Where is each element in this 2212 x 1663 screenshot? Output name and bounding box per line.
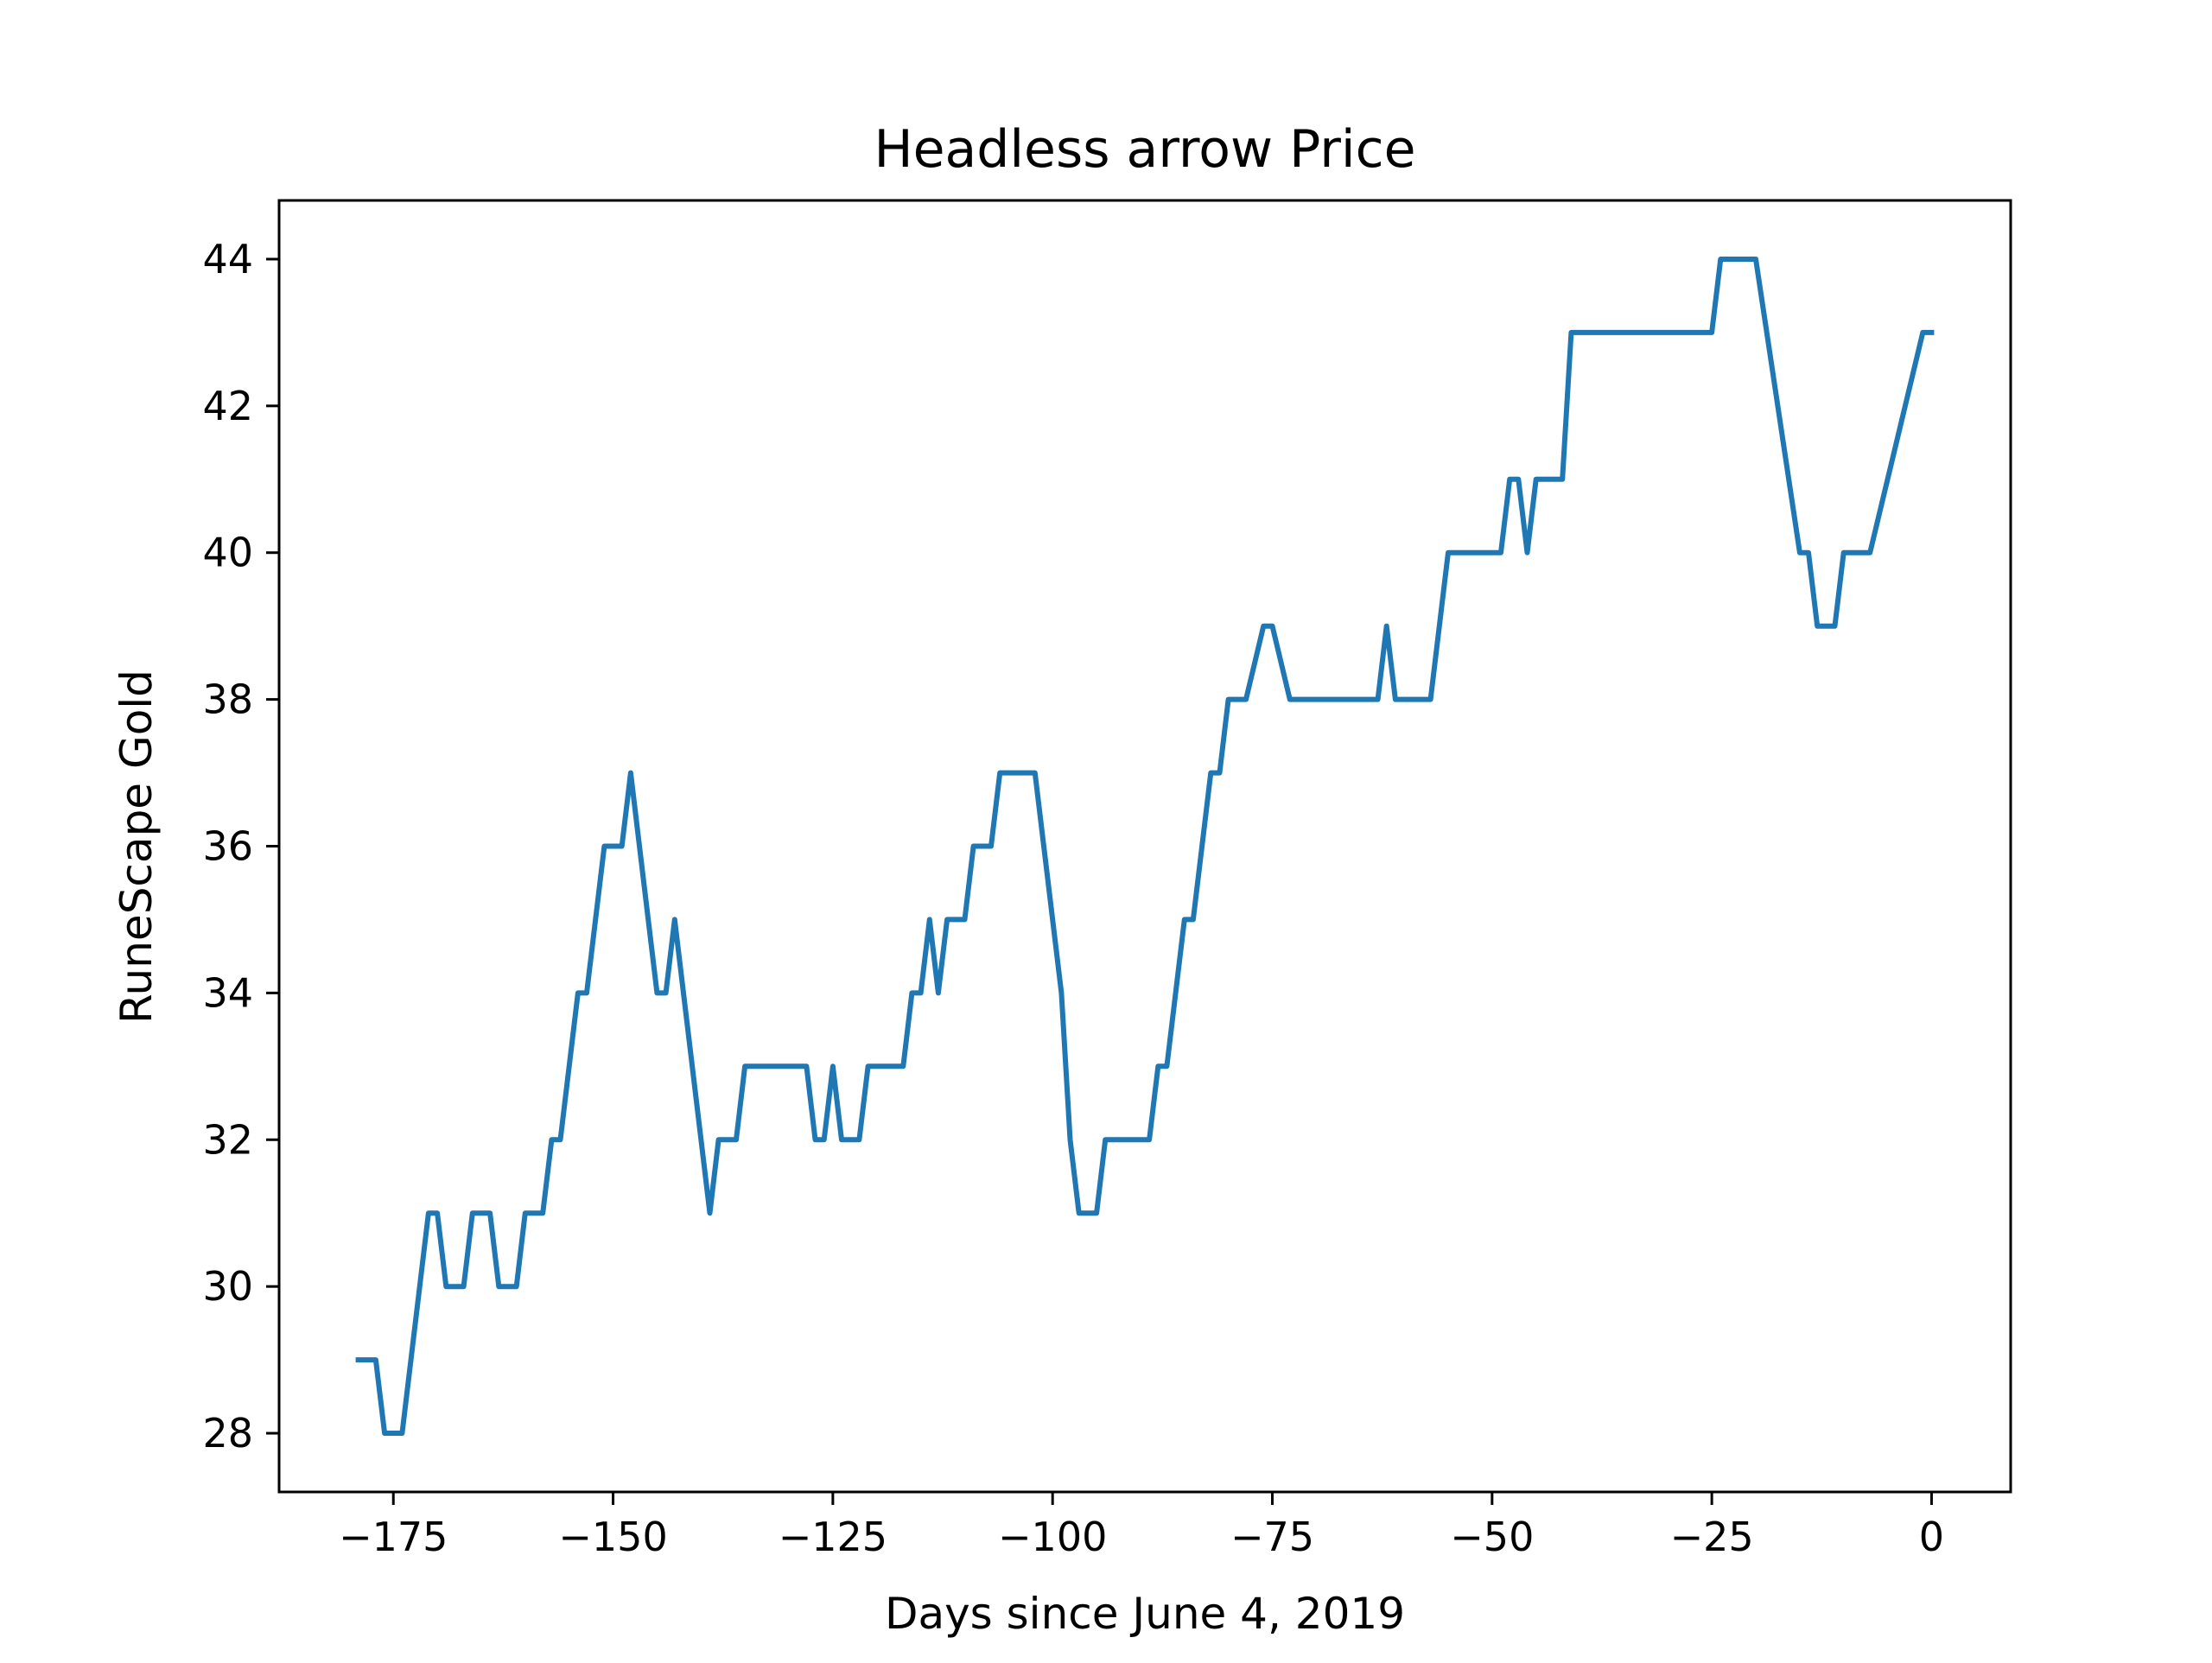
- series-line: [355, 257, 1935, 1436]
- x-tick-label: −150: [558, 1514, 667, 1560]
- y-tick-label: 28: [202, 1410, 253, 1457]
- y-tick-label: 42: [202, 383, 253, 429]
- y-tick-label: 32: [202, 1116, 253, 1163]
- x-tick-label: −25: [1670, 1514, 1754, 1560]
- chart-title: Headless arrow Price: [874, 119, 1415, 180]
- x-tick-label: −125: [779, 1514, 887, 1560]
- x-tick-label: −50: [1450, 1514, 1534, 1560]
- y-tick-label: 44: [202, 236, 253, 282]
- y-axis-label: RuneScape Gold: [111, 670, 162, 1024]
- x-tick-label: −75: [1230, 1514, 1314, 1560]
- x-tick-label: −175: [339, 1514, 448, 1560]
- y-tick-label: 40: [202, 530, 253, 576]
- y-tick-label: 36: [202, 823, 253, 870]
- y-tick-label: 34: [202, 969, 253, 1016]
- y-tick-label: 38: [202, 676, 253, 723]
- x-tick-label: 0: [1919, 1514, 1944, 1560]
- y-axis-ticks: 28 30 32 34 36 38 40 42 44: [202, 236, 279, 1457]
- x-tick-label: −100: [998, 1514, 1107, 1560]
- y-tick-label: 30: [202, 1263, 253, 1310]
- x-axis-label: Days since June 4, 2019: [885, 1589, 1405, 1639]
- x-axis-ticks: −175 −150 −125 −100 −75 −50 −25 0: [339, 1492, 1944, 1560]
